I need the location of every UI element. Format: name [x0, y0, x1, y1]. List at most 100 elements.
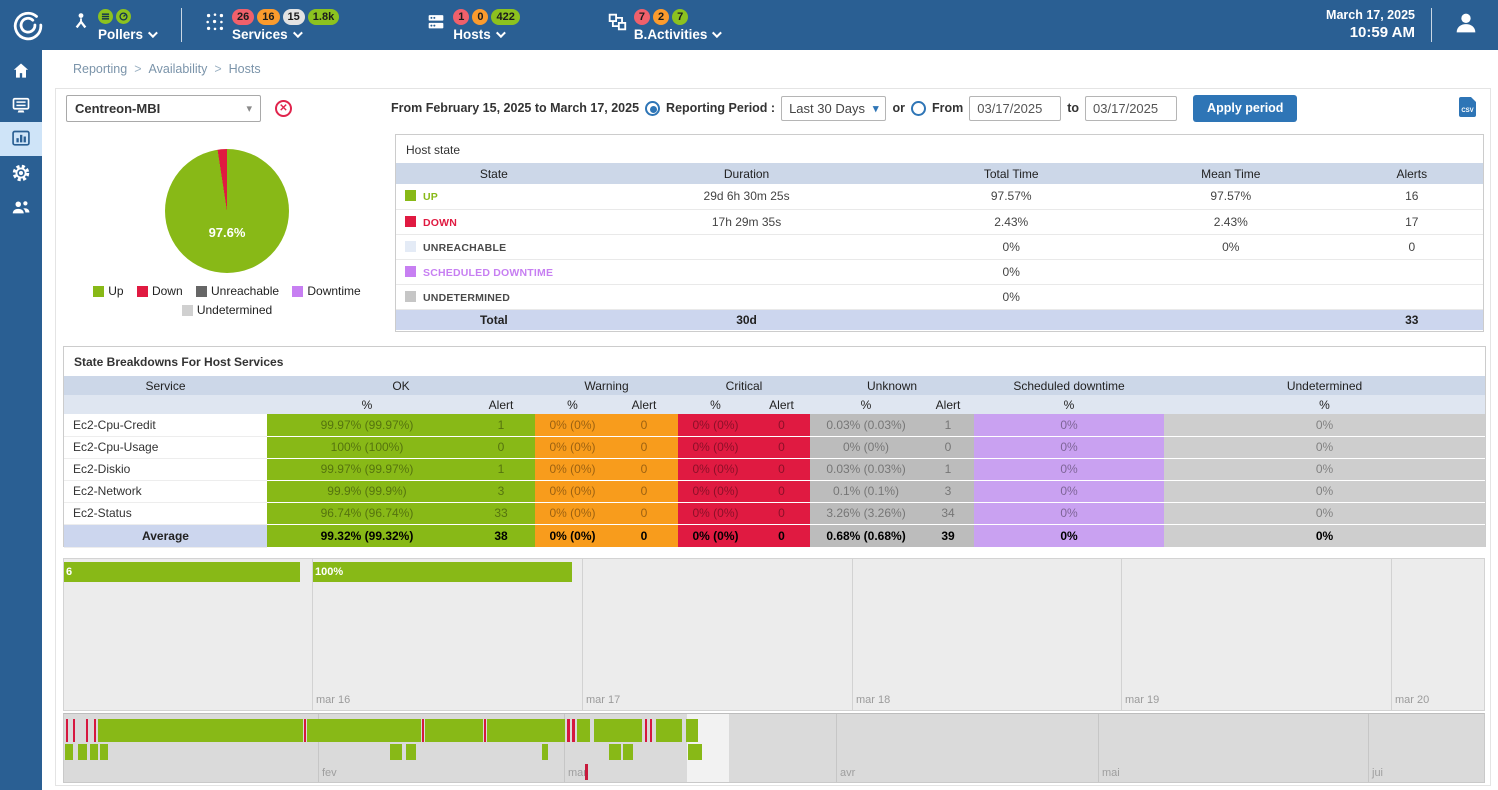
reporting-period-radio[interactable]: [645, 100, 661, 116]
host-state-row-unreachable: UNREACHABLE 0% 0% 0: [396, 234, 1483, 260]
sidebar-item-home[interactable]: [0, 54, 42, 88]
breakdown-row: Ec2-Cpu-Credit 99.97% (99.97%) 1 0% (0%) 0…: [64, 414, 1486, 437]
host-state-row-up: UP 29d 6h 30m 25s 97.57% 97.57% 16: [396, 184, 1483, 210]
bd-col-undetermined: Undetermined: [1164, 376, 1486, 395]
overview-segment-red: [94, 719, 96, 742]
services-warning-badge[interactable]: 16: [257, 8, 280, 25]
legend-up-swatch: [93, 286, 105, 297]
state-breakdown-title: State Breakdowns For Host Services: [74, 355, 284, 369]
legend-down-swatch: [136, 286, 148, 297]
reporting-period-select[interactable]: Last 30 Days ▾: [781, 95, 887, 121]
overview-segment-green: [100, 744, 108, 760]
hs-col-duration: Duration: [591, 163, 902, 184]
breadcrumb-availability[interactable]: Availability: [148, 62, 208, 76]
centreon-logo[interactable]: [0, 9, 56, 41]
overview-gridline: [564, 714, 565, 782]
down-state-swatch: [405, 215, 416, 227]
hs-col-mean-time: Mean Time: [1121, 163, 1341, 184]
select-arrow-icon: ▾: [872, 102, 879, 115]
overview-segment-red: [86, 719, 88, 742]
timeline-gridline: [1121, 559, 1122, 710]
pie-center-label: 97.6%: [208, 225, 246, 240]
console-icon: [12, 97, 30, 113]
ba-critical-badge[interactable]: 7: [633, 8, 650, 25]
overview-gridline: [318, 714, 319, 782]
bd-col-scheduled-downtime: Scheduled downtime: [974, 376, 1165, 395]
clear-host-filter-icon[interactable]: ✕: [275, 100, 292, 117]
menu-bactivities-label: B.Activities: [633, 26, 708, 42]
availability-pie: 97.6%: [165, 149, 289, 273]
services-unknown-badge[interactable]: 15: [282, 8, 305, 25]
breadcrumb-hosts[interactable]: Hosts: [228, 62, 261, 76]
overview-segment-green: [594, 719, 642, 742]
availability-timeline-detail[interactable]: mar 16 mar 17 mar 18 mar 19 mar 20 6 100%: [63, 558, 1485, 711]
ba-warning-badge[interactable]: 2: [652, 8, 670, 25]
hs-col-alerts: Alerts: [1340, 163, 1483, 184]
overview-segment-red: [567, 719, 570, 742]
overview-segment-green: [542, 744, 548, 760]
legend-unreachable-label: Unreachable: [210, 284, 280, 298]
custom-period-radio[interactable]: [910, 100, 926, 116]
legend-unreachable-swatch: [195, 286, 207, 297]
legend-undetermined-swatch: [181, 305, 193, 316]
timeline-day-label: mar 19: [1125, 694, 1160, 706]
sidebar-item-reporting[interactable]: [0, 122, 42, 156]
availability-bar: 100%: [313, 562, 572, 582]
host-availability-pie-block: 97.6% Up Down Unreachable Downtime Undet…: [62, 131, 392, 331]
menu-hosts-label: Hosts: [453, 26, 491, 42]
reporting-period-value: Last 30 Days: [789, 100, 865, 116]
from-date-input[interactable]: [969, 95, 1062, 121]
overview-segment-red: [484, 719, 486, 742]
timeline-day-label: mar 17: [586, 694, 621, 706]
sidebar-item-configuration[interactable]: [0, 156, 42, 190]
export-csv-icon[interactable]: CSV: [1459, 97, 1476, 117]
user-account-icon[interactable]: [1452, 9, 1480, 42]
left-sidebar: [0, 50, 42, 790]
menu-hosts[interactable]: 1 0 422 Hosts: [425, 8, 520, 42]
sidebar-item-monitoring[interactable]: [0, 88, 42, 122]
services-ok-badge[interactable]: 1.8k: [307, 8, 340, 25]
current-date: March 17, 2025: [1326, 8, 1415, 23]
menu-pollers[interactable]: Pollers: [70, 9, 158, 42]
overview-segment-green: [686, 719, 698, 742]
legend-downtime-label: Downtime: [307, 284, 361, 298]
overview-segment-green: [90, 744, 98, 760]
menu-services[interactable]: 26 16 15 1.8k Services: [204, 8, 340, 42]
hosts-up-badge[interactable]: 422: [491, 8, 520, 25]
services-critical-badge[interactable]: 26: [232, 8, 255, 25]
ba-ok-badge[interactable]: 7: [672, 8, 689, 25]
overview-segment-green: [65, 744, 73, 760]
overview-segment-green: [390, 744, 402, 760]
centreon-logo-icon: [13, 11, 43, 41]
host-state-row-downtime: SCHEDULED DOWNTIME 0%: [396, 259, 1483, 285]
menu-bactivities[interactable]: 7 2 7 B.Activities: [606, 8, 723, 42]
overview-segment-red: [73, 719, 75, 742]
overview-segment-green: [609, 744, 621, 760]
from-label: From: [931, 101, 964, 115]
topbar-divider: [181, 8, 183, 42]
legend-undetermined-label: Undetermined: [196, 303, 273, 317]
host-select[interactable]: Centreon-MBI ▾: [66, 95, 261, 122]
sidebar-item-administration[interactable]: [0, 190, 42, 224]
overview-gridline: [1368, 714, 1369, 782]
menu-pollers-label: Pollers: [98, 26, 144, 42]
apply-period-button[interactable]: Apply period: [1193, 94, 1298, 122]
hosts-unreachable-badge[interactable]: 0: [472, 8, 489, 25]
hs-col-state: State: [396, 163, 592, 184]
to-date-input[interactable]: [1085, 95, 1178, 121]
overview-segment-red: [66, 719, 68, 742]
pollers-icon: [70, 11, 92, 38]
overview-segment-red: [572, 719, 575, 742]
overview-segment-red: [645, 719, 647, 742]
availability-timeline-overview[interactable]: fev mar avr mai jui: [63, 713, 1485, 783]
state-breakdown-table: Service OK Warning Critical Unknown Sche…: [64, 376, 1486, 548]
timeline-day-label: mar 16: [316, 694, 351, 706]
breadcrumb-reporting[interactable]: Reporting: [73, 62, 128, 76]
to-label: to: [1067, 101, 1080, 115]
bd-col-ok: OK: [267, 376, 535, 395]
hosts-down-badge[interactable]: 1: [453, 8, 470, 25]
or-label: or: [892, 101, 905, 115]
overview-month-label: avr: [840, 767, 856, 779]
overview-segment-green: [688, 744, 702, 760]
